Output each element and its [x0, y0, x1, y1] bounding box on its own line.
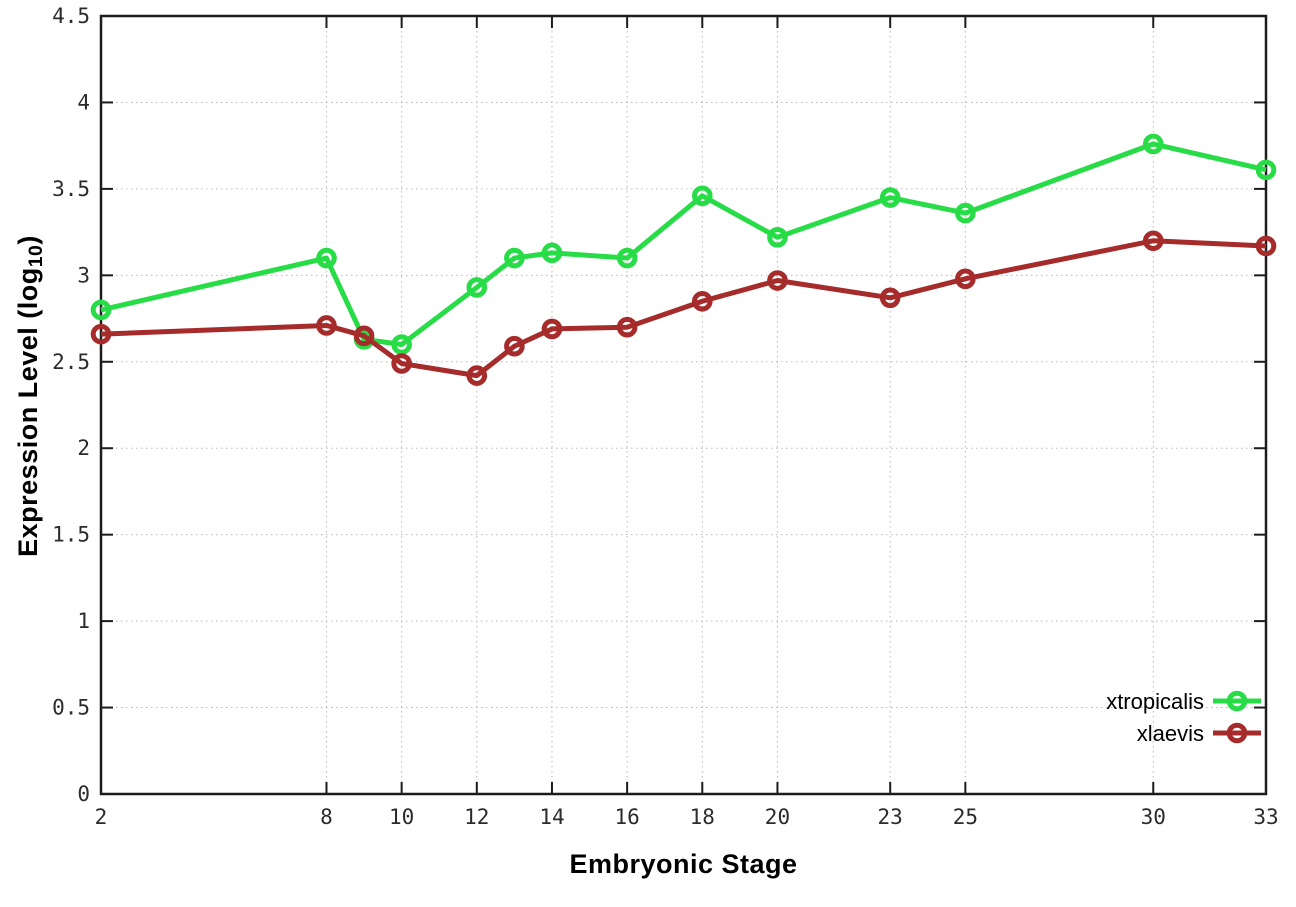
- data-point-xtropicalis: [879, 187, 901, 208]
- y-tick-label: 3.5: [52, 177, 90, 201]
- legend-marker-xtropicalis: [1226, 690, 1248, 712]
- data-point-xtropicalis: [1142, 133, 1164, 155]
- data-point-xtropicalis: [541, 242, 563, 264]
- data-point-xlaevis: [1255, 235, 1277, 257]
- data-point-xlaevis: [90, 323, 112, 345]
- x-tick-label: 23: [878, 805, 903, 829]
- data-point-xlaevis: [466, 365, 488, 386]
- data-point-xtropicalis: [90, 299, 112, 321]
- y-tick-label: 4.5: [52, 4, 90, 28]
- x-tick-label: 20: [765, 805, 790, 829]
- series-line-xlaevis: [100, 238, 1267, 379]
- x-tick-label: 18: [690, 805, 715, 829]
- legend-label-xtropicalis: xtropicalis: [1106, 689, 1204, 714]
- data-point-xtropicalis: [316, 247, 337, 269]
- y-tick-label: 2: [77, 436, 90, 460]
- data-point-xlaevis: [691, 290, 713, 312]
- legend-marker-xlaevis: [1226, 722, 1248, 744]
- y-tick-label: 0.5: [52, 696, 90, 720]
- data-point-xlaevis: [541, 318, 563, 340]
- data-point-xtropicalis: [767, 226, 788, 248]
- data-point-xlaevis: [504, 335, 525, 357]
- y-tick-label: 0: [77, 782, 90, 806]
- y-axis-title-text: Expression Level (log: [13, 267, 43, 557]
- data-point-xlaevis: [616, 316, 638, 338]
- x-tick-label: 12: [464, 805, 489, 829]
- y-axis-title-subscript: 10: [24, 244, 47, 268]
- data-point-xtropicalis: [504, 247, 525, 269]
- x-tick-label: 30: [1141, 805, 1166, 829]
- data-point-xtropicalis: [616, 247, 638, 269]
- y-tick-label: 4: [77, 90, 90, 114]
- data-point-xlaevis: [353, 325, 375, 347]
- x-tick-label: 14: [539, 805, 564, 829]
- x-tick-label: 2: [95, 805, 108, 829]
- x-tick-label: 33: [1253, 805, 1278, 829]
- x-tick-label: 25: [953, 805, 978, 829]
- data-point-xtropicalis: [955, 202, 976, 224]
- data-point-xtropicalis: [1255, 159, 1277, 181]
- series-line-xtropicalis: [100, 141, 1267, 347]
- x-axis-title: Embryonic Stage: [569, 849, 798, 879]
- y-tick-label: 3: [77, 263, 90, 287]
- plot-frame: [99, 14, 1268, 796]
- data-point-xlaevis: [1142, 230, 1164, 252]
- data-point-xlaevis: [316, 315, 337, 336]
- y-tick-label: 1.5: [52, 523, 90, 547]
- data-point-xlaevis: [955, 268, 976, 290]
- data-point-xlaevis: [767, 270, 788, 291]
- data-point-xlaevis: [879, 287, 901, 309]
- y-axis-title: Expression Level (log10): [2, 146, 54, 646]
- y-axis-title-suffix: ): [13, 235, 43, 245]
- data-point-xtropicalis: [691, 185, 713, 207]
- x-tick-label: 16: [614, 805, 639, 829]
- legend-label-xlaevis: xlaevis: [1137, 721, 1204, 746]
- y-tick-label: 2.5: [52, 350, 90, 374]
- data-point-xtropicalis: [391, 334, 412, 355]
- x-tick-label: 8: [320, 805, 333, 829]
- data-point-xlaevis: [391, 353, 412, 374]
- y-tick-label: 1: [77, 609, 90, 633]
- x-tick-label: 10: [389, 805, 414, 829]
- data-point-xtropicalis: [466, 277, 488, 298]
